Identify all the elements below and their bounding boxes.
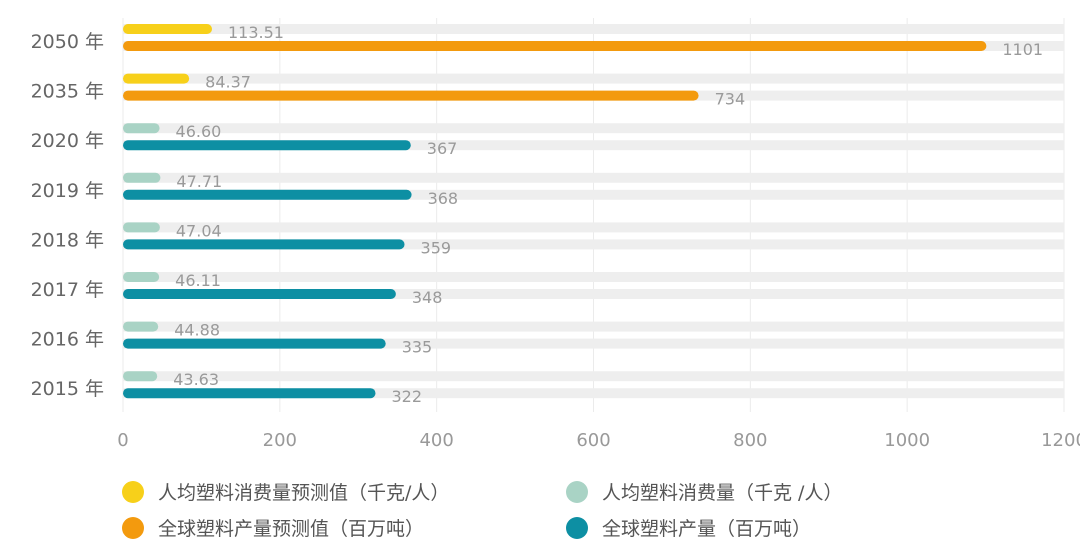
legend-swatch-production xyxy=(566,516,588,539)
data-label: 84.37 xyxy=(205,73,251,92)
x-tick-label: 200 xyxy=(263,430,297,451)
data-label: 367 xyxy=(427,139,458,158)
legend-label-production-forecast: 全球塑料产量预测值（百万吨） xyxy=(158,518,425,540)
bar xyxy=(123,371,158,382)
x-tick-label: 800 xyxy=(733,430,767,451)
bar-track xyxy=(123,123,1064,134)
legend-swatch-per-capita-forecast xyxy=(122,480,144,503)
data-label: 1101 xyxy=(1002,40,1043,59)
data-label: 368 xyxy=(428,189,459,208)
category-label: 2019 年 xyxy=(31,180,104,202)
legend-label-per-capita-forecast: 人均塑料消费量预测值（千克/人） xyxy=(158,482,450,504)
data-label: 43.63 xyxy=(173,370,219,389)
bar xyxy=(123,172,161,183)
chart-svg: 0 200 400 600 800 1000 1200 2050 年 113.51 1101 203… xyxy=(31,18,1080,451)
bar xyxy=(123,321,159,332)
data-label: 44.88 xyxy=(174,321,220,340)
bar xyxy=(123,388,376,399)
bar-track xyxy=(123,73,1064,84)
legend-label-production: 全球塑料产量（百万吨） xyxy=(602,518,812,540)
x-tick-label: 1200 xyxy=(1041,430,1080,451)
data-label: 734 xyxy=(715,90,746,109)
bar-track xyxy=(123,371,1064,382)
x-tick-label: 600 xyxy=(576,430,610,451)
bar xyxy=(123,239,405,250)
data-label: 359 xyxy=(421,238,452,257)
data-label: 47.04 xyxy=(176,221,222,240)
legend-item-production-forecast: 全球塑料产量预测值（百万吨） xyxy=(122,514,424,541)
bar xyxy=(123,24,213,34)
legend-item-production: 全球塑料产量（百万吨） xyxy=(566,514,811,541)
bar xyxy=(123,272,160,282)
category-label: 2035 年 xyxy=(31,81,104,103)
bar xyxy=(123,90,699,101)
category-label: 2016 年 xyxy=(31,329,104,351)
category-label: 2015 年 xyxy=(31,378,104,400)
bar xyxy=(123,73,190,84)
bar-track xyxy=(123,388,1064,399)
data-label: 46.11 xyxy=(175,271,221,290)
data-label: 46.60 xyxy=(176,122,222,141)
bar xyxy=(123,189,412,200)
data-label: 113.51 xyxy=(228,23,284,42)
bar-track xyxy=(123,189,1064,200)
data-label: 322 xyxy=(392,387,423,406)
legend-label-per-capita: 人均塑料消费量（千克 /人） xyxy=(602,482,843,504)
bar xyxy=(123,123,160,134)
bar-track xyxy=(123,321,1064,332)
bar-track xyxy=(123,222,1064,233)
bar-track xyxy=(123,272,1064,282)
category-label: 2017 年 xyxy=(31,279,104,301)
bar xyxy=(123,222,160,233)
legend-item-per-capita-forecast: 人均塑料消费量预测值（千克/人） xyxy=(122,478,449,505)
bar-track xyxy=(123,172,1064,183)
x-tick-label: 1000 xyxy=(884,430,930,451)
data-label: 348 xyxy=(412,288,443,307)
bar xyxy=(123,140,411,151)
data-label: 47.71 xyxy=(176,172,222,191)
bar xyxy=(123,338,386,349)
data-label: 335 xyxy=(402,338,433,357)
x-tick-label: 400 xyxy=(419,430,453,451)
x-tick-label: 0 xyxy=(117,430,128,451)
bar-track xyxy=(123,24,1064,34)
bar xyxy=(123,41,987,51)
bar xyxy=(123,289,396,299)
legend-item-per-capita: 人均塑料消费量（千克 /人） xyxy=(566,478,842,505)
legend-swatch-per-capita xyxy=(566,480,588,503)
legend-swatch-production-forecast xyxy=(122,516,144,539)
bar-track xyxy=(123,338,1064,349)
bar-track xyxy=(123,289,1064,299)
bar-track xyxy=(123,239,1064,250)
category-label: 2018 年 xyxy=(31,229,104,251)
bar-track xyxy=(123,140,1064,151)
category-label: 2050 年 xyxy=(31,31,104,53)
category-label: 2020 年 xyxy=(31,130,104,152)
